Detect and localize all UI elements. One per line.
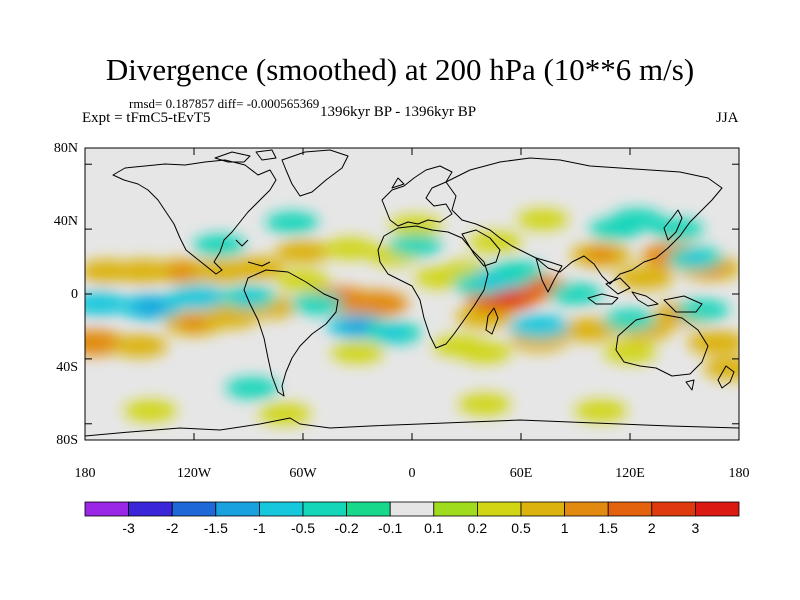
- field-feature-46: [193, 234, 246, 257]
- colorbar-swatch: [84, 501, 129, 517]
- lat-label-40s: 40S: [56, 360, 78, 375]
- field-core-28: [469, 309, 500, 324]
- lat-label-equator: 0: [71, 287, 78, 302]
- lon-label-60w: 60W: [289, 466, 317, 481]
- field-feature-40: [458, 393, 512, 416]
- field-core-0: [92, 264, 122, 279]
- colorbar-label: -2: [165, 520, 179, 536]
- lon-label-120w: 120W: [176, 466, 212, 481]
- field-feature-38: [123, 399, 177, 422]
- colorbar-swatch: [476, 501, 522, 517]
- field-core-16: [629, 270, 660, 285]
- colorbar-label: -0.5: [290, 520, 316, 536]
- axis-ticks: [84, 148, 740, 440]
- field-feature-35: [458, 341, 512, 364]
- field-core-2: [166, 263, 200, 280]
- field-feature-39: [258, 403, 312, 425]
- colorbar-label: -0.2: [334, 520, 359, 536]
- field-feature-56: [549, 283, 602, 305]
- divergence-field: [85, 208, 739, 425]
- field-core-45: [234, 290, 263, 305]
- colorbar-label: 1: [560, 520, 569, 536]
- lon-label-60e: 60E: [509, 466, 533, 481]
- colorbar-swatch: [171, 501, 217, 517]
- field-core-22: [125, 338, 154, 353]
- colorbar-swatch: [215, 501, 260, 517]
- field-core-21: [85, 334, 112, 351]
- field-feature-61: [603, 309, 657, 331]
- colorbar-label: 0.5: [511, 520, 531, 536]
- season-label: JJA: [716, 110, 739, 126]
- field-feature-12: [469, 231, 522, 253]
- field-core-20: [701, 335, 733, 351]
- colorbar-swatch: [433, 501, 478, 517]
- colorbar-label: 2: [647, 520, 656, 536]
- field-core-32: [575, 322, 606, 337]
- field-core-1: [127, 263, 159, 279]
- field-core-4: [240, 260, 271, 276]
- colorbar-label: -1: [253, 520, 266, 536]
- colorbar-swatch: [302, 501, 347, 517]
- colorbar-swatch: [651, 501, 696, 517]
- field-core-60: [680, 251, 710, 266]
- period-label: 1396kyr BP - 1396kyr BP: [320, 104, 477, 120]
- lon-label-120e: 120E: [615, 466, 645, 481]
- field-feature-55: [490, 260, 544, 283]
- field-feature-63: [225, 377, 279, 399]
- colorbar-swatch: [564, 501, 609, 517]
- colorbar-label: -0.1: [378, 520, 403, 536]
- lat-label-80s: 80S: [56, 433, 78, 448]
- field-feature-47: [265, 211, 319, 234]
- field-feature-51: [389, 234, 443, 257]
- rmsd-diff-stats: rmsd= 0.187857 diff= -0.000565369: [129, 96, 320, 111]
- lat-label-40n: 40N: [53, 214, 78, 229]
- colorbar-swatch: [607, 501, 653, 517]
- field-feature-36: [603, 341, 657, 364]
- field-feature-14: [517, 208, 569, 230]
- colorbar-swatch: [695, 501, 740, 517]
- field-core-42: [85, 296, 115, 311]
- colorbar-label: 0.1: [424, 520, 444, 536]
- field-feature-5: [276, 270, 330, 292]
- field-core-44: [182, 289, 214, 305]
- lon-label-180w: 180: [74, 466, 96, 481]
- map-title: Divergence (smoothed) at 200 hPa (10**6 …: [105, 52, 695, 87]
- lon-label-180e: 180: [728, 466, 750, 481]
- colorbar-swatch: [389, 501, 435, 517]
- field-core-49: [341, 318, 374, 335]
- field-feature-34: [331, 341, 384, 364]
- colorbar-swatch: [128, 501, 173, 517]
- experiment-label: Expt = tFmC5-tEvT5: [82, 110, 211, 126]
- coastlines: [85, 149, 739, 437]
- colorbar-swatch: [258, 501, 304, 517]
- colorbar-label: 3: [691, 520, 700, 536]
- colorbar-label: 1.5: [598, 520, 618, 536]
- colorbar-label: -1.5: [203, 520, 228, 536]
- colorbar-label: -3: [122, 520, 135, 536]
- field-core-23: [178, 315, 210, 331]
- lat-label-80n: 80N: [53, 141, 78, 156]
- field-feature-41: [574, 399, 628, 422]
- field-feature-7: [323, 237, 377, 260]
- field-core-54: [523, 319, 555, 334]
- field-feature-48: [291, 292, 344, 315]
- field-core-27: [358, 295, 394, 312]
- colorbar-label: 0.2: [467, 520, 488, 536]
- colorbar-swatch: [346, 501, 391, 517]
- colorbar: [84, 501, 740, 517]
- field-feature-62: [676, 299, 730, 322]
- field-feature-58: [610, 208, 664, 231]
- field-core-24: [215, 309, 246, 324]
- colorbar-swatch: [520, 501, 565, 517]
- field-core-6: [288, 244, 318, 259]
- lon-label-0: 0: [408, 466, 416, 481]
- field-core-43: [133, 298, 168, 315]
- field-core-15: [584, 247, 617, 263]
- field-core-50: [379, 325, 409, 340]
